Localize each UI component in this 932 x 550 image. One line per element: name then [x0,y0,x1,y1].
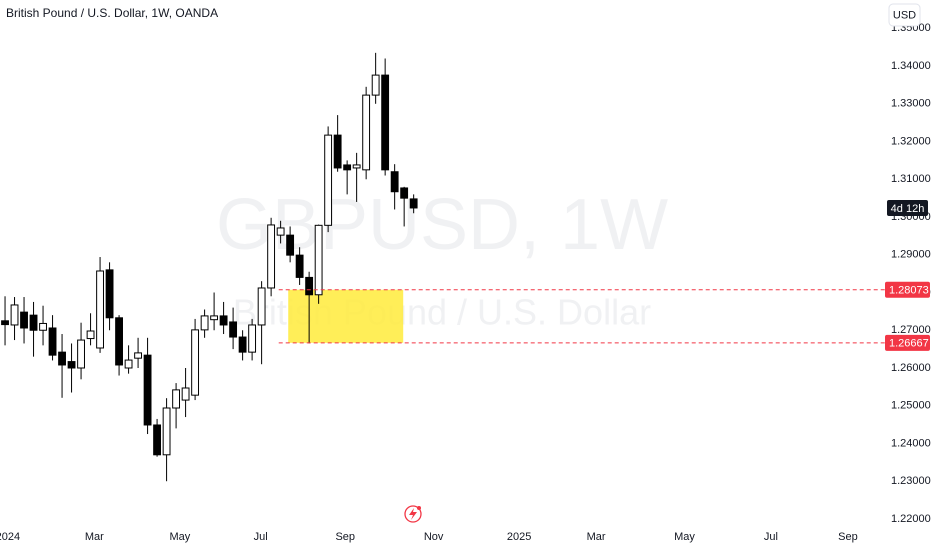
candle-body [191,329,200,396]
y-tick-label: 1.23000 [891,475,931,487]
y-tick-label: 1.29000 [891,249,931,261]
candle-body [238,336,247,353]
candle-body [48,327,57,356]
candle-body [286,234,295,256]
candle-body [210,315,219,321]
candle-body [115,317,123,366]
candle-body [229,321,238,338]
x-tick-label: May [674,531,695,543]
candle-body [86,330,95,340]
y-tick-label: 1.32000 [891,135,931,147]
x-tick-label: 2025 [507,531,531,543]
candle-body [381,74,390,171]
x-tick-label: Jul [764,531,778,543]
zone [288,289,404,343]
currency-button[interactable] [888,3,921,27]
candle-body [77,339,85,369]
candle-body [295,254,304,278]
candle-body [200,315,209,331]
x-tick-label: May [169,531,190,543]
candle-body [172,389,181,409]
x-tick-label: Nov [424,531,444,543]
x-tick-label: 2024 [0,531,20,543]
level-label-box [885,281,930,298]
candle-body [143,354,152,426]
currency-label[interactable]: USD [893,9,916,21]
y-tick-label: 1.25000 [891,400,931,412]
candle-body [10,304,19,326]
candle-body [362,94,371,171]
candle-body [134,352,142,359]
candle-body [162,407,171,456]
x-tick-label: Jul [254,531,268,543]
chart-title: British Pound / U.S. Dollar, 1W, OANDA [6,6,218,20]
candle-body [96,270,104,349]
candle-body [390,171,399,193]
candle-body [67,361,76,369]
candle-body [267,224,276,289]
y-tick-label: 1.26000 [891,362,931,374]
candle-body [409,198,418,209]
candle-body [153,424,162,456]
x-tick-label: Sep [838,531,858,543]
candle-body [352,164,361,169]
watermark-symbol: GBPUSD, 1W [216,185,668,265]
x-tick-label: Mar [85,531,104,543]
candle-body [29,314,38,331]
y-tick-label: 1.27000 [891,324,931,336]
candle-body [20,311,28,329]
candle-body [343,164,352,171]
y-tick-label: 1.34000 [891,60,931,72]
candle-body [1,320,9,326]
x-tick-label: Mar [587,531,606,543]
x-tick-label: Sep [335,531,355,543]
lightning-icon[interactable] [404,505,422,523]
level-label: 1.28073 [889,285,929,297]
countdown-label: 4d 12h [891,203,925,215]
candle-body [276,227,285,236]
y-tick-label: 1.22000 [891,513,931,525]
countdown-box [887,199,928,216]
candle-body [105,269,114,319]
y-tick-label: 1.33000 [891,98,931,110]
level-label: 1.26667 [889,338,929,350]
candle-body [248,324,257,353]
level-label-box [885,334,930,351]
candle-body [219,315,228,326]
candle-body [58,351,66,366]
candle-body [333,134,342,169]
candle-body [314,224,323,296]
y-tick-label: 1.24000 [891,437,931,449]
candle-body [257,287,266,326]
candle-body [324,134,333,226]
candle-body [371,74,380,96]
candle-body [181,387,190,401]
y-tick-label: 1.31000 [891,173,931,185]
candle-body [400,187,409,199]
candle-body [39,322,47,331]
candle-body [124,359,133,369]
plot: 1.22000 1.23000 1.24000 1.25000 1.26000 1.270… [0,22,931,543]
candle-body [305,276,314,296]
